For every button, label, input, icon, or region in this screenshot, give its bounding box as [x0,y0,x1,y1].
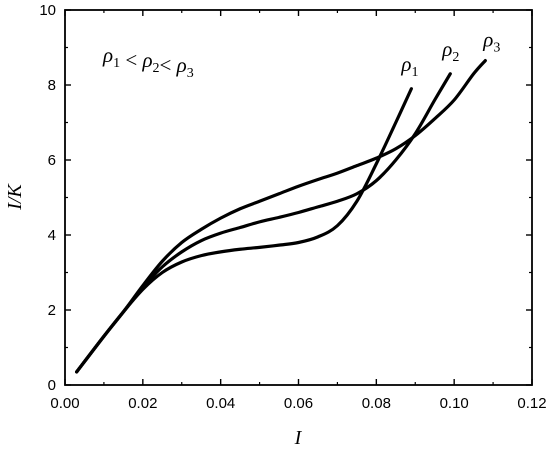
series-label-1: ρ1 [400,52,418,80]
x-tick-label: 0.02 [128,395,157,412]
y-axis-title: I/K [4,183,26,211]
y-axis-ticks: 0 2 4 6 8 10 [39,2,532,394]
x-axis-title: I [294,427,303,449]
y-tick-label: 0 [48,377,56,394]
x-tick-label: 0.10 [440,395,469,412]
x-tick-label: 0.06 [284,395,313,412]
y-tick-label: 8 [48,77,56,94]
x-axis-ticks: 0.00 0.02 0.04 0.06 0.08 0.10 0.12 [50,10,547,412]
x-tick-label: 0.04 [206,395,235,412]
rho-order-annotation: ρ1 < ρ2< ρ3 [102,43,194,81]
series-line-1 [75,87,413,374]
x-tick-label: 0.00 [50,395,79,412]
y-tick-label: 4 [48,227,56,244]
y-tick-label: 10 [39,2,56,19]
x-tick-label: 0.08 [362,395,391,412]
x-tick-label: 0.12 [517,395,546,412]
y-tick-label: 2 [48,302,56,319]
y-tick-label: 6 [48,152,56,169]
series-line-3 [75,59,487,374]
series-line-2 [75,72,452,374]
series-label-3: ρ3 [482,28,500,56]
series-layer: ρ1 ρ2 ρ3 [75,28,500,374]
series-label-2: ρ2 [441,37,459,65]
